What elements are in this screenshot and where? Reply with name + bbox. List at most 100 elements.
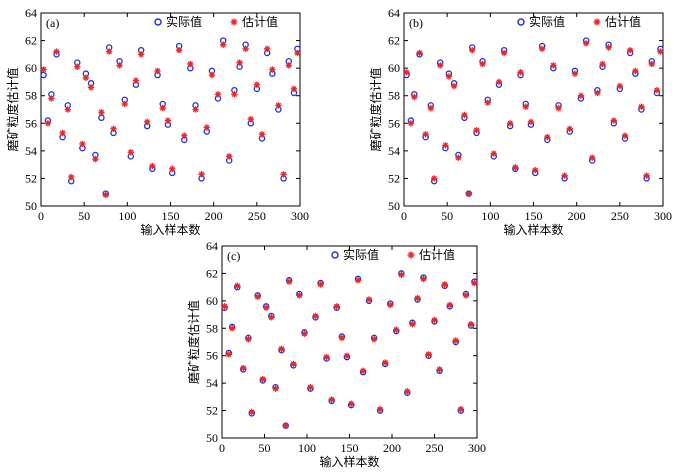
- estimated-point: [116, 62, 123, 69]
- estimated-point: [431, 316, 438, 324]
- legend-actual-marker: [154, 18, 162, 26]
- estimated-point: [599, 60, 606, 68]
- estimated-point: [469, 47, 476, 54]
- y-tick-label: 54: [206, 376, 218, 390]
- estimated-point: [240, 364, 247, 372]
- y-tick-label: 64: [388, 6, 400, 20]
- legend-actual-marker: [517, 18, 525, 26]
- y-tick-label: 54: [388, 144, 400, 158]
- actual-point: [40, 71, 47, 79]
- estimated-point: [455, 154, 462, 161]
- estimated-point: [328, 396, 335, 403]
- x-tick-label: 200: [568, 209, 586, 223]
- x-tick-label: 0: [401, 209, 407, 223]
- estimated-point: [247, 115, 254, 123]
- y-tick-label: 58: [25, 89, 37, 103]
- x-tick-label: 200: [205, 209, 223, 223]
- estimated-point: [44, 120, 52, 127]
- estimated-point: [532, 166, 539, 174]
- x-axis-label: 输入样本数: [140, 222, 200, 237]
- legend-estimated-label: 估计值: [605, 14, 641, 29]
- estimated-point: [648, 60, 655, 68]
- y-tick-label: 52: [25, 171, 37, 185]
- estimated-point: [484, 99, 491, 106]
- estimated-point: [294, 49, 301, 57]
- y-tick-label: 60: [388, 61, 400, 75]
- estimated-point: [258, 131, 266, 138]
- y-tick-label: 62: [388, 34, 400, 48]
- estimated-point: [348, 400, 355, 407]
- estimated-point: [68, 173, 75, 181]
- estimated-point: [427, 104, 434, 112]
- estimated-point: [431, 175, 438, 182]
- y-tick-label: 50: [25, 199, 37, 213]
- y-tick-label: 60: [206, 294, 218, 308]
- estimated-point: [106, 48, 113, 55]
- chart-panel-2: 0 50 100 150 200 250 3005052545658606264输入样本数磨…: [368, 6, 672, 237]
- estimated-point: [338, 334, 346, 342]
- estimated-point: [192, 106, 199, 113]
- estimated-point: [290, 360, 297, 368]
- estimated-point: [409, 320, 416, 328]
- estimated-point: [616, 82, 624, 90]
- estimated-point: [175, 47, 183, 54]
- estimated-point: [610, 117, 617, 124]
- estimated-point: [403, 69, 410, 76]
- estimated-point: [110, 125, 117, 132]
- estimated-point: [653, 87, 661, 94]
- estimated-point: [467, 320, 475, 328]
- estimated-point: [221, 303, 228, 310]
- estimated-point: [282, 422, 289, 429]
- estimated-point: [285, 278, 293, 285]
- estimated-point: [638, 103, 645, 110]
- x-tick-label: 250: [426, 441, 444, 455]
- estimated-point: [452, 337, 459, 344]
- estimated-point: [164, 117, 172, 124]
- y-tick-label: 58: [206, 321, 218, 335]
- estimated-point: [436, 366, 443, 373]
- estimated-point: [461, 111, 468, 119]
- estimated-point: [40, 66, 47, 73]
- x-tick-label: 100: [298, 441, 316, 455]
- x-tick-label: 150: [162, 209, 180, 223]
- estimated-point: [59, 129, 66, 137]
- estimated-point: [398, 271, 405, 278]
- estimated-point: [393, 326, 400, 333]
- x-tick-label: 300: [468, 441, 486, 455]
- legend-estimated-marker: [407, 251, 415, 259]
- legend-estimated-label: 估计值: [242, 14, 278, 29]
- estimated-point: [495, 78, 503, 86]
- estimated-point: [48, 95, 55, 102]
- estimated-point: [441, 281, 448, 288]
- estimated-point: [214, 91, 222, 98]
- estimated-point: [269, 66, 276, 73]
- actual-point: [98, 114, 105, 122]
- panel-label: (b): [409, 16, 423, 30]
- estimated-point: [234, 282, 241, 289]
- plot-frame: [403, 12, 664, 207]
- estimated-point: [561, 172, 568, 179]
- estimated-point: [219, 41, 227, 48]
- panel-label: (a): [46, 16, 59, 30]
- estimated-point: [203, 124, 210, 131]
- estimated-point: [248, 408, 255, 416]
- y-tick-label: 62: [25, 34, 37, 48]
- estimated-point: [181, 132, 188, 139]
- legend: 实际值 估计值: [154, 14, 278, 29]
- legend: 实际值 估计值: [331, 247, 455, 262]
- estimated-point: [471, 279, 478, 287]
- estimated-point: [566, 125, 573, 132]
- legend-estimated-marker: [593, 18, 601, 26]
- y-tick-label: 52: [388, 171, 400, 185]
- y-tick-label: 52: [206, 404, 218, 418]
- estimated-point: [343, 352, 351, 359]
- x-tick-label: 50: [259, 441, 271, 455]
- y-tick-label: 54: [25, 144, 37, 158]
- estimated-point: [64, 106, 71, 113]
- x-tick-label: 300: [654, 209, 672, 223]
- estimated-point: [253, 81, 261, 88]
- legend-estimated-label: 估计值: [419, 247, 455, 262]
- estimated-point: [333, 303, 340, 310]
- estimated-point: [555, 104, 562, 112]
